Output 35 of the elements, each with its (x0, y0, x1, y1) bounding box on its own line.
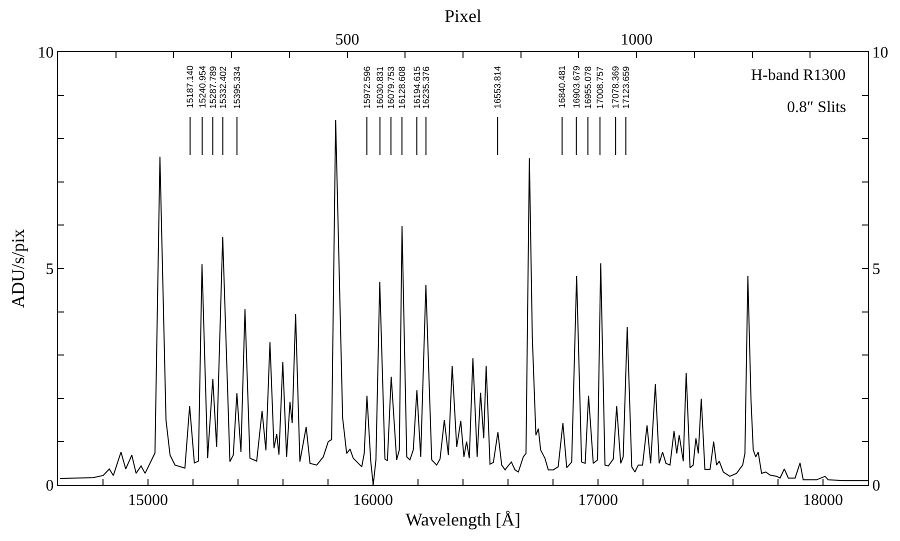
x-tick-label: 16000 (353, 492, 393, 510)
annotation: H-band R1300 (751, 67, 846, 84)
ref-line-label: 15332.402 (218, 66, 228, 109)
ref-line-label: 15395.334 (232, 66, 242, 109)
ref-line-label: 17123.659 (620, 66, 631, 109)
ref-line-label: 17078.369 (610, 66, 621, 109)
ref-line-label: 15287.789 (208, 66, 218, 109)
y2-tick-label: 5 (872, 261, 880, 278)
ref-line-label: 16553.814 (492, 66, 503, 109)
ref-line-label: 16030.831 (374, 66, 385, 109)
ref-line-label: 16194.615 (412, 66, 422, 109)
ref-line-label: 16903.679 (571, 66, 582, 108)
x2-tick-label: 500 (335, 32, 360, 49)
annotation: 0.8″ Slits (787, 99, 846, 116)
y-tick-label: 10 (38, 44, 54, 62)
y2-tick-label: 10 (872, 44, 888, 62)
ref-line-label: 16840.481 (557, 66, 568, 108)
x-tick-label: 18000 (803, 492, 843, 510)
ref-line-label: 15187.140 (185, 66, 196, 108)
y-tick-label: 5 (46, 261, 54, 278)
ref-line-label: 16128.608 (396, 66, 407, 109)
x2-axis-title: Pixel (444, 6, 482, 26)
ref-line-label: 17008.757 (595, 66, 606, 109)
y-tick-label: 0 (46, 478, 54, 495)
ref-line-label: 16955.078 (582, 66, 593, 109)
ref-line-label: 16079.753 (386, 66, 396, 109)
y-axis-title: ADU/s/pix (8, 228, 28, 308)
y2-tick-label: 0 (872, 478, 880, 495)
x-tick-label: 17000 (578, 492, 618, 510)
x-axis-title: Wavelength [Å] (405, 509, 521, 530)
ref-line-label: 15972.596 (362, 66, 372, 109)
x2-tick-label: 1000 (620, 32, 653, 49)
ref-line-label: 16235.376 (421, 66, 432, 109)
ref-line-label: 15240.954 (197, 66, 208, 108)
x-tick-label: 15000 (128, 492, 168, 510)
